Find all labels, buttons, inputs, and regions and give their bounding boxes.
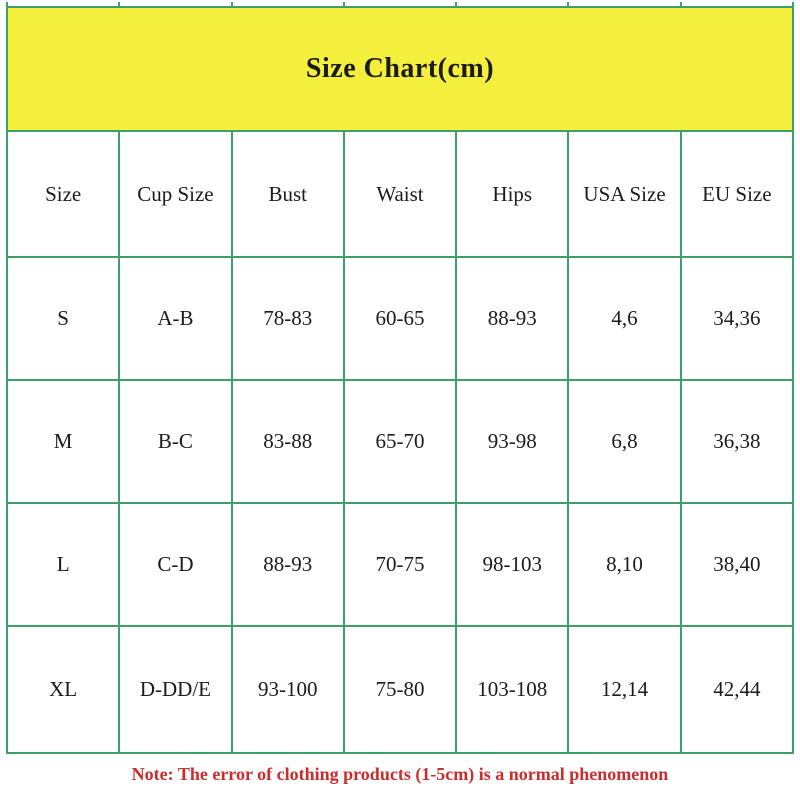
table-cell: 42,44 — [679, 625, 795, 754]
table-cell: 65-70 — [342, 379, 458, 504]
table-cell: 34,36 — [679, 256, 795, 381]
table-cell: 88-93 — [455, 256, 570, 381]
table-cell: 103-108 — [455, 625, 570, 754]
column-header: USA Size — [567, 130, 682, 258]
table-cell: 36,38 — [679, 379, 795, 504]
top-tick-row — [5, 2, 795, 7]
table-cell: B-C — [118, 379, 233, 504]
table-cell: 12,14 — [567, 625, 682, 754]
table-cell: D-DD/E — [118, 625, 233, 754]
column-header: EU Size — [679, 130, 795, 258]
table-row: S A-B 78-83 60-65 88-93 4,6 34,36 — [5, 256, 795, 381]
tick-cell — [118, 2, 233, 7]
table-row: M B-C 83-88 65-70 93-98 6,8 36,38 — [5, 379, 795, 504]
table-cell: 93-100 — [230, 625, 345, 754]
column-header: Hips — [455, 130, 570, 258]
column-header: Size — [5, 130, 121, 258]
tick-cell — [679, 2, 795, 7]
size-chart-table: Size Chart(cm) Size Cup Size Bust Waist Hips… — [5, 2, 795, 754]
table-cell: 83-88 — [230, 379, 345, 504]
table-cell: 75-80 — [342, 625, 458, 754]
table-cell: XL — [5, 625, 121, 754]
table-cell: A-B — [118, 256, 233, 381]
note-text: Note: The error of clothing products (1-… — [131, 764, 669, 784]
tick-cell — [455, 2, 570, 7]
chart-title: Size Chart(cm) — [6, 6, 794, 132]
tick-cell — [5, 2, 121, 7]
title-banner-row: Size Chart(cm) — [6, 6, 794, 132]
column-header: Bust — [230, 130, 345, 258]
table-cell: 70-75 — [342, 502, 458, 627]
table-cell: 6,8 — [567, 379, 682, 504]
table-cell: 78-83 — [230, 256, 345, 381]
table-cell: S — [5, 256, 121, 381]
table-cell: 88-93 — [230, 502, 345, 627]
table-cell: 8,10 — [567, 502, 682, 627]
table-row: XL D-DD/E 93-100 75-80 103-108 12,14 42,44 — [5, 625, 795, 754]
tick-cell — [567, 2, 682, 7]
table-header-row: Size Cup Size Bust Waist Hips USA Size EU Size — [5, 130, 795, 258]
table-cell: 38,40 — [679, 502, 795, 627]
column-header: Waist — [342, 130, 458, 258]
table-cell: L — [5, 502, 121, 627]
table-cell: M — [5, 379, 121, 504]
table-cell: 4,6 — [567, 256, 682, 381]
tick-cell — [342, 2, 458, 7]
tick-cell — [230, 2, 345, 7]
table-row: L C-D 88-93 70-75 98-103 8,10 38,40 — [5, 502, 795, 627]
table-cell: 93-98 — [455, 379, 570, 504]
table-cell: 60-65 — [342, 256, 458, 381]
table-cell: C-D — [118, 502, 233, 627]
column-header: Cup Size — [118, 130, 233, 258]
table-cell: 98-103 — [455, 502, 570, 627]
